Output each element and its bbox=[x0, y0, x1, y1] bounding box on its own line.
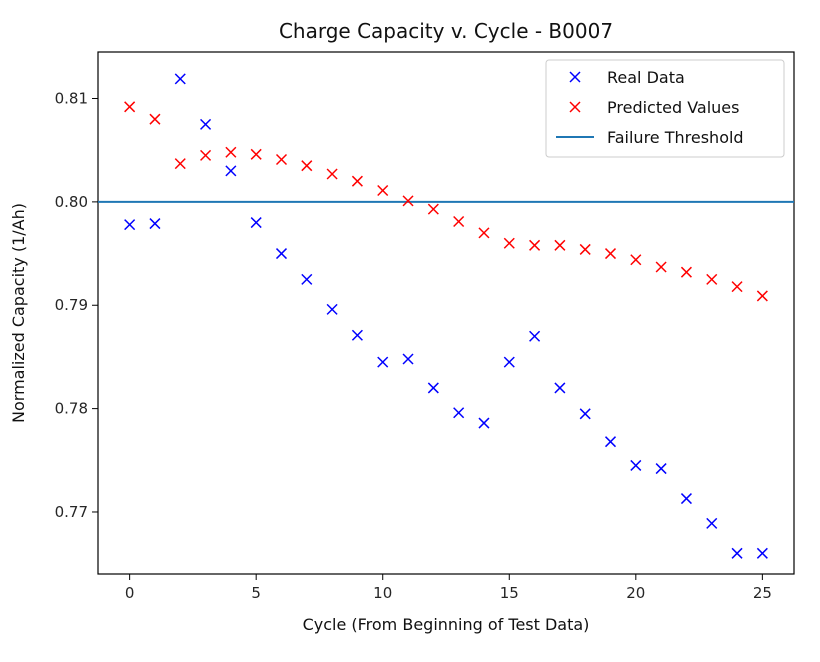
predicted-value-point bbox=[200, 149, 212, 161]
predicted-value-point bbox=[225, 146, 237, 158]
real-data-point bbox=[478, 417, 490, 429]
predicted-value-point bbox=[706, 273, 718, 285]
real-data-point bbox=[655, 463, 667, 475]
x-tick-label: 25 bbox=[753, 584, 772, 602]
predicted-value-point bbox=[503, 237, 515, 249]
legend: Real Data Predicted Values Failure Thres… bbox=[545, 59, 785, 158]
x-axis-ticks: 0 5 10 15 20 25 bbox=[125, 574, 772, 602]
predicted-value-point bbox=[630, 254, 642, 266]
predicted-value-point bbox=[250, 148, 262, 160]
predicted-value-point bbox=[275, 153, 288, 166]
real-data-point bbox=[604, 436, 617, 448]
y-tick-label: 0.81 bbox=[55, 90, 88, 108]
legend-x-marker bbox=[569, 71, 581, 83]
legend-marker-predicted-values bbox=[569, 101, 581, 113]
predicted-value-point bbox=[554, 239, 566, 251]
predicted-value-point bbox=[604, 248, 617, 260]
real-data-point bbox=[124, 219, 136, 231]
legend-box bbox=[545, 59, 785, 158]
real-data-point bbox=[630, 459, 642, 471]
x-tick-label: 10 bbox=[373, 584, 392, 602]
real-data-point bbox=[275, 248, 288, 260]
y-tick-label: 0.79 bbox=[55, 296, 88, 314]
real-data-point bbox=[427, 382, 439, 394]
real-data-point bbox=[731, 547, 743, 559]
predicted-value-point bbox=[529, 239, 541, 251]
legend-x-marker bbox=[569, 101, 581, 113]
x-axis-label: Cycle (From Beginning of Test Data) bbox=[303, 615, 590, 634]
predicted-value-point bbox=[478, 227, 490, 239]
x-tick-label: 15 bbox=[500, 584, 519, 602]
real-data-point bbox=[377, 356, 389, 368]
predicted-value-point bbox=[731, 281, 743, 293]
predicted-value-point bbox=[301, 160, 313, 172]
y-tick-label: 0.80 bbox=[55, 193, 88, 211]
predicted-value-point bbox=[326, 168, 338, 180]
real-data-point bbox=[706, 517, 718, 529]
real-data-point bbox=[402, 353, 414, 365]
predicted-value-point bbox=[427, 203, 439, 215]
y-axis-ticks: 0.77 0.78 0.79 0.80 0.81 bbox=[55, 90, 98, 521]
predicted-value-point bbox=[174, 158, 186, 170]
predicted-value-point bbox=[579, 243, 591, 255]
series-real-data bbox=[124, 73, 768, 559]
chart-title: Charge Capacity v. Cycle - B0007 bbox=[279, 19, 613, 43]
real-data-point bbox=[554, 382, 566, 394]
legend-marker-real-data bbox=[569, 71, 581, 83]
predicted-value-point bbox=[402, 195, 414, 207]
legend-label-real-data: Real Data bbox=[607, 68, 685, 87]
real-data-point bbox=[200, 118, 212, 130]
x-tick-label: 5 bbox=[251, 584, 261, 602]
predicted-value-point bbox=[453, 215, 465, 228]
real-data-point bbox=[756, 547, 768, 559]
real-data-point bbox=[529, 330, 541, 342]
real-data-point bbox=[579, 408, 591, 420]
real-data-point bbox=[174, 73, 186, 85]
real-data-point bbox=[225, 165, 237, 177]
x-tick-label: 20 bbox=[626, 584, 645, 602]
series-predicted-values bbox=[124, 101, 768, 302]
predicted-value-point bbox=[655, 261, 667, 273]
predicted-value-point bbox=[756, 290, 768, 302]
legend-label-failure-threshold: Failure Threshold bbox=[607, 128, 744, 147]
legend-label-predicted-values: Predicted Values bbox=[607, 98, 739, 117]
predicted-value-point bbox=[149, 113, 161, 125]
predicted-value-point bbox=[377, 184, 389, 197]
real-data-point bbox=[149, 218, 161, 230]
real-data-point bbox=[250, 217, 262, 229]
real-data-point bbox=[680, 493, 692, 505]
real-data-point bbox=[326, 303, 338, 315]
predicted-value-point bbox=[124, 101, 136, 113]
real-data-point bbox=[351, 329, 363, 341]
y-tick-label: 0.77 bbox=[55, 503, 88, 521]
predicted-value-point bbox=[680, 266, 692, 278]
real-data-point bbox=[301, 273, 313, 285]
x-tick-label: 0 bbox=[125, 584, 135, 602]
y-tick-label: 0.78 bbox=[55, 400, 88, 418]
real-data-point bbox=[503, 356, 515, 368]
y-axis-label: Normalized Capacity (1/Ah) bbox=[9, 203, 28, 423]
predicted-value-point bbox=[351, 175, 363, 187]
real-data-point bbox=[453, 407, 465, 419]
